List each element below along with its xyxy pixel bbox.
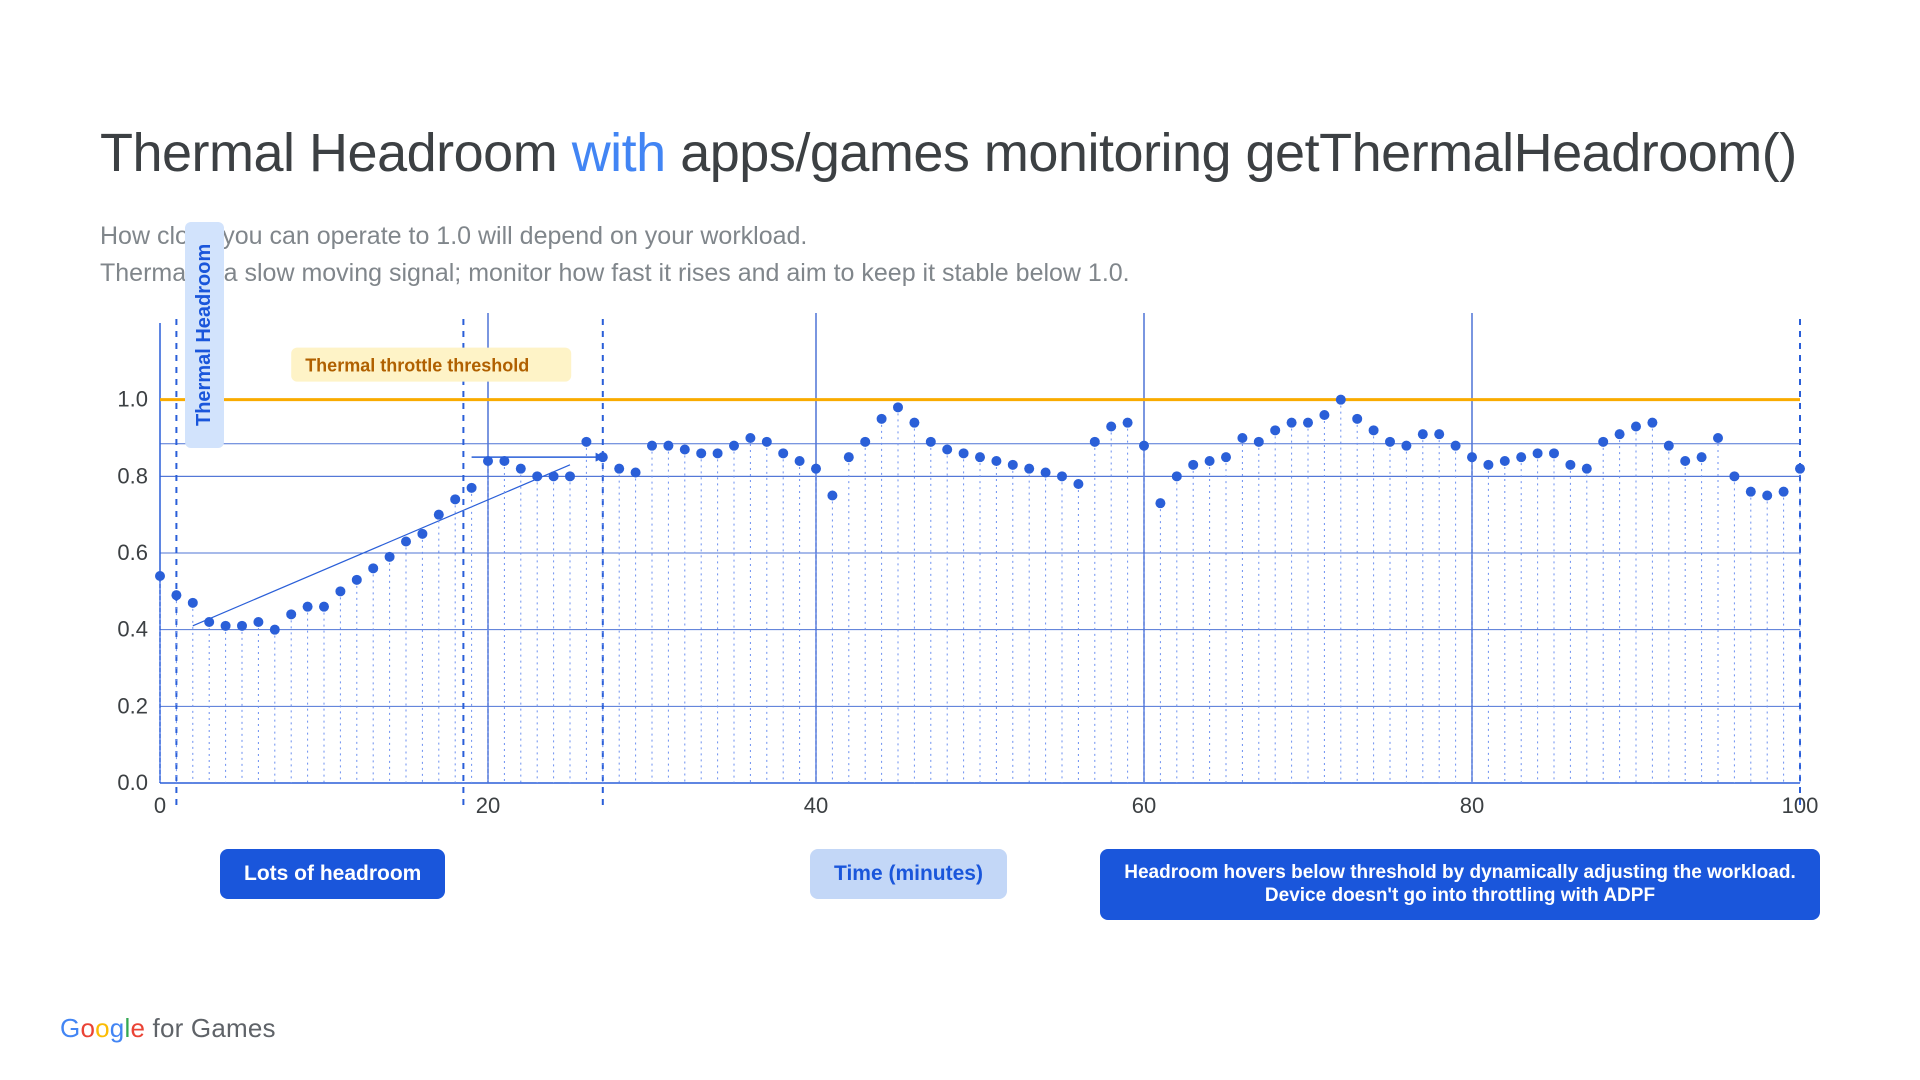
slide-subtitle: How close you can operate to 1.0 will de… [100,218,1820,293]
svg-text:20: 20 [476,793,500,818]
title-accent: with [572,123,666,183]
footer-brand: Google for Games [60,1013,276,1044]
svg-text:0.8: 0.8 [117,463,148,488]
title-post: apps/games monitoring getThermalHeadroom… [666,123,1797,183]
slide-title: Thermal Headroom with apps/games monitor… [100,120,1820,188]
svg-text:100: 100 [1782,793,1819,818]
svg-text:Thermal throttle threshold: Thermal throttle threshold [305,355,529,375]
annotation-lots-of-headroom: Lots of headroom [220,849,445,899]
svg-text:0.0: 0.0 [117,770,148,795]
svg-text:0.4: 0.4 [117,616,148,641]
svg-text:1.0: 1.0 [117,386,148,411]
svg-text:0.2: 0.2 [117,693,148,718]
svg-text:40: 40 [804,793,828,818]
annotation-row: Lots of headroom Time (minutes) Headroom… [100,849,1820,929]
subtitle-line2: Thermal is a slow moving signal; monitor… [100,259,1130,287]
footer-brand-suffix: for Games [145,1013,276,1043]
svg-text:0.6: 0.6 [117,540,148,565]
svg-text:60: 60 [1132,793,1156,818]
y-axis-label: Thermal Headroom [185,221,224,447]
annotation-hovers-below: Headroom hovers below threshold by dynam… [1100,849,1820,921]
svg-text:80: 80 [1460,793,1484,818]
thermal-headroom-chart: 0.0 0.2 0.4 0.6 0.8 1.0 0 20 40 60 80 100 Thermal th… [100,313,1820,843]
svg-text:0: 0 [154,793,166,818]
chart-container: Thermal Headroom 0.00.20.40.60.81.002040… [100,313,1820,929]
x-axis-label: Time (minutes) [810,849,1007,899]
title-pre: Thermal Headroom [100,123,572,183]
